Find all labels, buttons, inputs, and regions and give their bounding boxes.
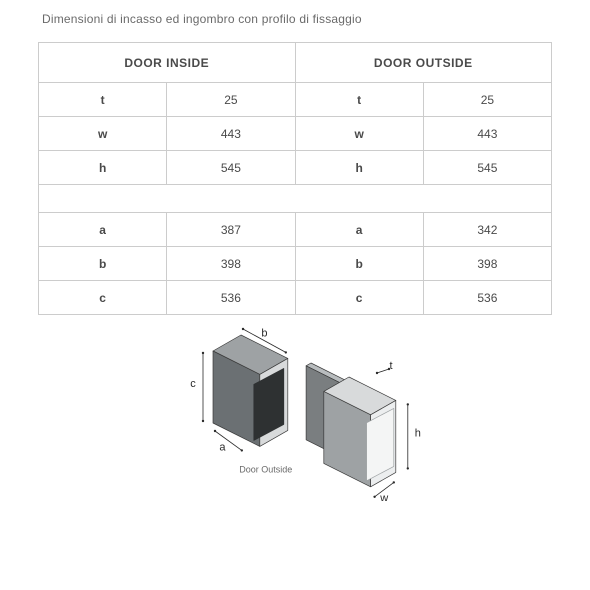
dimension-diagram: cbaDoor OutsidethwDoor Inside bbox=[145, 321, 445, 501]
cell-label: w bbox=[39, 117, 167, 151]
table-row: b 398 b 398 bbox=[39, 247, 552, 281]
cell-value: 387 bbox=[167, 213, 295, 247]
cell-value: 545 bbox=[423, 151, 551, 185]
cell-value: 443 bbox=[423, 117, 551, 151]
svg-text:c: c bbox=[190, 378, 196, 390]
svg-text:w: w bbox=[379, 493, 388, 501]
cell-value: 342 bbox=[423, 213, 551, 247]
table-row: t 25 t 25 bbox=[39, 83, 552, 117]
cell-label: h bbox=[39, 151, 167, 185]
svg-text:Door Outside: Door Outside bbox=[239, 464, 292, 474]
cell-value: 443 bbox=[167, 117, 295, 151]
cell-label: h bbox=[295, 151, 423, 185]
table-spacer-row bbox=[39, 185, 552, 213]
header-door-inside: DOOR INSIDE bbox=[39, 43, 296, 83]
svg-text:h: h bbox=[415, 427, 421, 439]
cell-label: t bbox=[295, 83, 423, 117]
page-caption: Dimensioni di incasso ed ingombro con pr… bbox=[42, 12, 552, 26]
cell-label: c bbox=[295, 281, 423, 315]
spacer-cell bbox=[39, 185, 552, 213]
cell-value: 25 bbox=[167, 83, 295, 117]
dimensions-table: DOOR INSIDE DOOR OUTSIDE t 25 t 25 w 443… bbox=[38, 42, 552, 315]
table-row: c 536 c 536 bbox=[39, 281, 552, 315]
cell-value: 536 bbox=[423, 281, 551, 315]
svg-text:t: t bbox=[389, 360, 392, 372]
cell-value: 25 bbox=[423, 83, 551, 117]
cell-label: t bbox=[39, 83, 167, 117]
cell-label: c bbox=[39, 281, 167, 315]
table-row: h 545 h 545 bbox=[39, 151, 552, 185]
cell-value: 398 bbox=[423, 247, 551, 281]
cell-label: a bbox=[295, 213, 423, 247]
cell-value: 536 bbox=[167, 281, 295, 315]
cell-value: 545 bbox=[167, 151, 295, 185]
svg-text:a: a bbox=[219, 442, 226, 454]
cell-label: b bbox=[39, 247, 167, 281]
cell-label: a bbox=[39, 213, 167, 247]
table-row: a 387 a 342 bbox=[39, 213, 552, 247]
cell-label: w bbox=[295, 117, 423, 151]
table-row: w 443 w 443 bbox=[39, 117, 552, 151]
cell-label: b bbox=[295, 247, 423, 281]
cell-value: 398 bbox=[167, 247, 295, 281]
header-door-outside: DOOR OUTSIDE bbox=[295, 43, 552, 83]
svg-text:b: b bbox=[261, 328, 267, 340]
